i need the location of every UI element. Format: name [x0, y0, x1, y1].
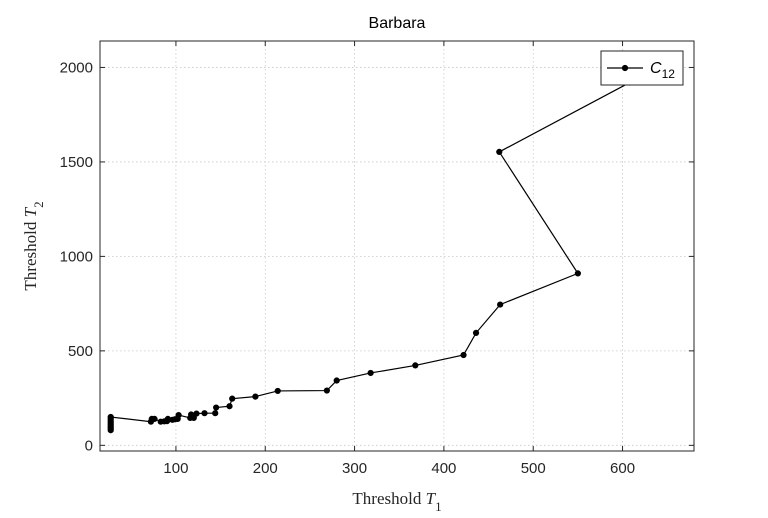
x-tick-label: 600 [610, 460, 635, 477]
chart-title: Barbara [369, 15, 426, 32]
data-point [201, 410, 208, 417]
legend-label-c12: C12 [650, 60, 675, 81]
series-layer [107, 79, 633, 434]
data-point [107, 413, 114, 421]
data-point [229, 395, 236, 402]
data-point [412, 362, 419, 369]
y-tick-label: 0 [85, 437, 93, 454]
data-point [193, 410, 200, 417]
y-tick-label: 1000 [60, 248, 93, 265]
y-axis-label: Threshold T2 [21, 201, 46, 290]
data-point [212, 410, 219, 417]
axes-box [99, 40, 695, 452]
grid [100, 41, 694, 451]
data-point [460, 351, 467, 359]
data-point [175, 412, 182, 419]
x-tick-label: 100 [163, 460, 188, 477]
y-tick-label: 1500 [60, 154, 93, 171]
tick-layer: 100 200 300 400 500 600 0 500 1000 1500 2000 [60, 41, 694, 477]
data-point [574, 270, 581, 277]
x-tick-label: 500 [521, 460, 546, 477]
legend: C12 [600, 50, 684, 86]
data-point [252, 393, 259, 400]
x-tick-label: 300 [342, 460, 367, 477]
data-point [213, 404, 220, 411]
data-point [274, 387, 281, 395]
plot-area [100, 41, 694, 451]
data-point [323, 387, 330, 394]
data-point [367, 369, 374, 377]
y-tick-label: 500 [68, 343, 93, 360]
data-point [190, 414, 197, 422]
y-tick-label: 2000 [60, 59, 93, 76]
data-point [226, 403, 233, 410]
data-point [151, 415, 158, 422]
data-point [497, 301, 504, 308]
data-point [472, 329, 480, 337]
legend-marker-swatch [621, 64, 629, 72]
data-point [496, 148, 503, 156]
x-axis-label: Threshold T1 [352, 489, 441, 514]
x-tick-label: 400 [431, 460, 456, 477]
data-point [333, 377, 340, 384]
x-tick-label: 200 [253, 460, 278, 477]
